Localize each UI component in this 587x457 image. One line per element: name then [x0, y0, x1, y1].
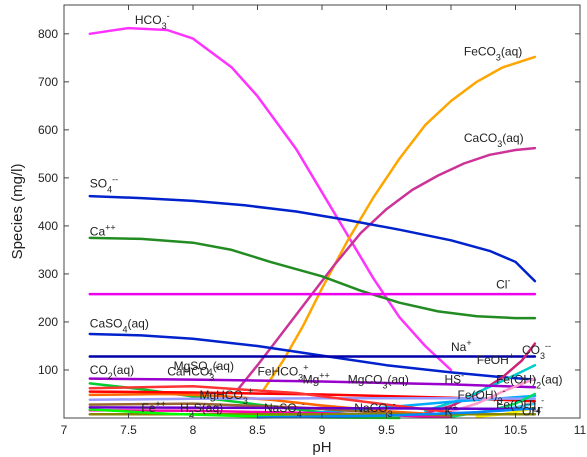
y-tick-label: 500 [38, 171, 58, 185]
series-line-mgso4-aq [88, 377, 537, 389]
series-label-na: Na+ [451, 338, 472, 354]
series-line-cahco3 [88, 385, 453, 414]
series-label-fehco3: FeHCO3+ [258, 363, 309, 383]
series-label-mghco3: MgHCO3+ [200, 386, 254, 406]
series-label-caco3-aq: CaCO3(aq) [464, 131, 524, 149]
series-label-k: K+ [445, 403, 458, 419]
y-tick-label: 700 [38, 75, 58, 89]
y-tick-label: 300 [38, 267, 58, 281]
series-label-h2s-aq: H2S(aq) [180, 401, 223, 419]
series-line-fehco3 [88, 392, 453, 417]
series-label-oh: OH- [522, 403, 543, 419]
series-label-fe: Fe++ [141, 399, 166, 415]
series-label-ca: Ca++ [90, 223, 116, 239]
series-label-hco3: HCO3- [135, 11, 170, 31]
series-label-naco3: NaCO3- [354, 399, 395, 419]
x-tick-label: 9.5 [378, 423, 395, 437]
y-axis-title: Species (mg/l) [9, 164, 26, 260]
x-tick-label: 10.5 [504, 423, 528, 437]
series-labels: HCO3- FeCO3(aq) CaCO3(aq) SO4-- Ca++ Cl- CaSO4… [90, 11, 563, 419]
series-label-feoh: FeOH+ [477, 351, 514, 367]
series-label-cl: Cl- [496, 275, 510, 291]
series-line-feco3-aq [262, 55, 537, 391]
series-line-naso4 [88, 406, 537, 411]
series-label-caso4-aq: CaSO4(aq) [90, 317, 149, 335]
series-label-mgco3-aq: MgCO3(aq) [348, 372, 409, 390]
series-label-fe-oh-2-aq: Fe(OH)2(aq) [496, 372, 562, 390]
series-lines [88, 26, 537, 420]
x-tick-label: 8 [190, 423, 197, 437]
x-tick-label: 7 [61, 423, 68, 437]
series-label-fe-oh-4: Fe(OH)4- [496, 395, 544, 415]
x-tick-label: 10 [444, 423, 458, 437]
series-label-fe-oh-3: Fe(OH)3- [458, 386, 506, 406]
series-label-mg: Mg++ [303, 370, 330, 386]
x-tick-label: 9 [319, 423, 326, 437]
y-tick-label: 400 [38, 219, 58, 233]
x-axis-title: pH [312, 439, 331, 456]
series-label-feco3-aq: FeCO3(aq) [464, 44, 522, 62]
series-line-caco3-aq [236, 146, 537, 391]
x-axis-ticks: 7 7.5 8 8.5 9 9.5 10 10.5 11 [61, 5, 587, 437]
series-label-hs: HS- [445, 370, 465, 386]
series-line-hco3 [88, 26, 453, 372]
series-label-so4: SO4-- [90, 175, 118, 195]
series-label-co2-aq: CO2(aq) [90, 363, 134, 381]
series-label-co3: CO3-- [522, 341, 551, 361]
x-tick-label: 7.5 [120, 423, 137, 437]
series-label-naso4: NaSO4- [264, 399, 305, 419]
y-tick-label: 800 [38, 27, 58, 41]
x-tick-label: 11 [574, 423, 587, 437]
y-tick-label: 600 [38, 123, 58, 137]
y-axis-ticks: 100 200 300 400 500 600 700 800 [38, 27, 580, 377]
y-tick-label: 100 [38, 363, 58, 377]
series-line-so4 [88, 194, 537, 283]
series-label-mgso4-aq: MgSO4(aq) [174, 359, 234, 377]
series-line-hs [88, 397, 537, 402]
y-tick-label: 200 [38, 315, 58, 329]
series-line-ca [88, 236, 537, 320]
series-label-cahco3: CaHCO3+ [167, 363, 219, 383]
x-tick-label: 8.5 [249, 423, 266, 437]
